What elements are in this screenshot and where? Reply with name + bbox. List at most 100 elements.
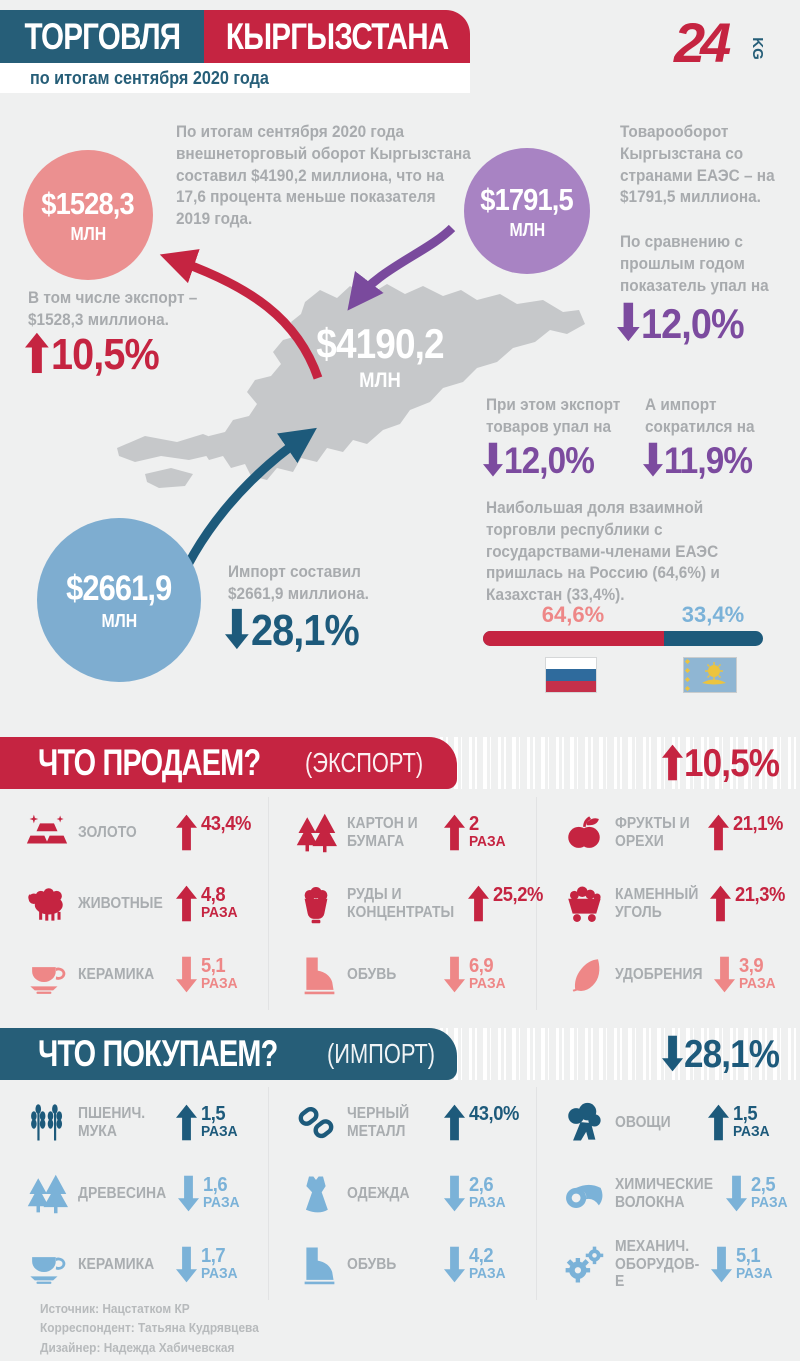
leaf-icon <box>563 954 615 996</box>
export-section-title: ЧТО ПРОДАЕМ? <box>38 742 261 783</box>
page-title-left: ТОРГОВЛЯ <box>24 15 181 57</box>
intro-paragraph: По итогам сентября 2020 года внешнеторго… <box>176 123 471 229</box>
credit-designer: Дизайнер: Надежда Хабичевская <box>40 1340 235 1355</box>
trade-item-label: ХИМИЧЕСКИЕ ВОЛОКНА <box>615 1175 714 1211</box>
brand-logo-24kg: 24 KG <box>674 14 770 78</box>
trend-arrow-icon <box>178 1175 199 1212</box>
import-note: Импорт составил $2661,9 миллиона. <box>228 563 369 603</box>
trend-arrow-icon <box>444 1104 465 1141</box>
import-section-subtitle: (ИМПОРТ) <box>327 1038 436 1069</box>
trade-item-ferrous-metal: ЧЕРНЫЙ МЕТАЛЛ 43,0% <box>268 1087 536 1158</box>
trade-item-label: ОБУВЬ <box>347 1255 397 1273</box>
trade-item-label: ФРУКТЫ И ОРЕХИ <box>615 814 690 850</box>
trade-item-label: ЗОЛОТО <box>78 823 137 841</box>
credit-source: Источник: Нацстатком КР <box>40 1302 190 1316</box>
page-title-right: КЫРГЫЗСТАНА <box>225 15 449 57</box>
trend-arrow-icon <box>176 956 197 993</box>
trade-item-change: 1,5 РАЗА <box>176 1104 260 1141</box>
teacup-icon <box>26 954 78 996</box>
apple-icon <box>563 812 615 854</box>
dress-icon <box>295 1173 347 1215</box>
trade-item-fertilizers: УДОБРЕНИЯ 3,9 РАЗА <box>536 939 800 1010</box>
up-arrow-icon <box>25 332 49 374</box>
page-subtitle: по итогам сентября 2020 года <box>30 67 269 88</box>
trade-item-animals: ЖИВОТНЫЕ 4,8 РАЗА <box>0 868 268 939</box>
eaes-compare-note: По сравнению с прошлым годом показатель … <box>620 233 769 295</box>
trade-item-label: ОБУВЬ <box>347 965 397 983</box>
trade-item-change: 1,5 РАЗА <box>708 1104 792 1141</box>
down-arrow-icon <box>643 442 663 477</box>
trade-item-change: 25,2% <box>468 885 552 922</box>
trend-arrow-icon <box>444 956 465 993</box>
eaes-circle: $1791,5 МЛН <box>464 148 590 274</box>
trend-arrow-icon <box>714 956 735 993</box>
trend-arrow-icon <box>444 1246 465 1283</box>
trade-item-change: 2 РАЗА <box>444 814 528 851</box>
barcode-decoration <box>440 737 800 789</box>
trade-item-label: МЕХАНИЧ. ОБОРУДОВ-Е <box>615 1237 700 1291</box>
export-circle-value: $1528,3 <box>41 185 135 221</box>
total-turnover-value: $4190,2 <box>316 320 444 367</box>
share-note: Наибольшая доля взаимной торговли респуб… <box>486 499 720 605</box>
trade-item-vegetables: ОВОЩИ 1,5 РАЗА <box>536 1087 800 1158</box>
import-items-grid: ПШЕНИЧ. МУКА 1,5 РАЗА ЧЕРНЫЙ МЕТАЛЛ 43,0%… <box>0 1087 800 1300</box>
up-arrow-icon <box>662 744 683 781</box>
export-items-grid: ЗОЛОТО 43,4% КАРТОН И БУМАГА 2 РАЗА ФРУКТ… <box>0 797 800 1010</box>
trade-item-coal: КАМЕННЫЙ УГОЛЬ 21,3% <box>536 868 800 939</box>
trade-item-clothes: ОДЕЖДА 2,6 РАЗА <box>268 1158 536 1229</box>
trade-item-change: 1,6 РАЗА <box>178 1175 262 1212</box>
credit-correspondent: Корреспондент: Татьяна Кудрявцева <box>40 1321 259 1336</box>
teacup-icon <box>26 1244 78 1286</box>
trade-item-machinery: МЕХАНИЧ. ОБОРУДОВ-Е 5,1 РАЗА <box>536 1229 800 1300</box>
header-title-left-block: ТОРГОВЛЯ <box>0 10 204 63</box>
export-change-stat: 10,5% <box>25 330 170 380</box>
barcode-decoration <box>440 1028 800 1080</box>
trade-item-label: КЕРАМИКА <box>78 965 155 983</box>
trade-item-change: 21,3% <box>710 885 794 922</box>
broccoli-icon <box>563 1102 615 1144</box>
eaes-circle-value: $1791,5 <box>480 181 574 217</box>
russia-share-label: 64,6% <box>541 602 605 627</box>
import-section-title: ЧТО ПОКУПАЕМ? <box>38 1033 278 1074</box>
eaes-export-change-stat: 12,0% <box>483 440 604 482</box>
trade-item-label: ЖИВОТНЫЕ <box>78 894 163 912</box>
eaes-note: Товарооборот Кыргызстана со странами ЕАЭ… <box>620 123 775 207</box>
trees-icon <box>295 812 347 854</box>
trade-item-wood: ДРЕВЕСИНА 1,6 РАЗА <box>0 1158 268 1229</box>
trade-item-ceramics: КЕРАМИКА 5,1 РАЗА <box>0 939 268 1010</box>
trade-item-change: 5,1 РАЗА <box>711 1246 795 1283</box>
trade-item-footwear: ОБУВЬ 6,9 РАЗА <box>268 939 536 1010</box>
trend-arrow-icon <box>176 1246 197 1283</box>
trade-item-ores: РУДЫ И КОНЦЕНТРАТЫ 25,2% <box>268 868 543 939</box>
trade-item-label: ОВОЩИ <box>615 1113 671 1131</box>
trend-arrow-icon <box>444 814 465 851</box>
trend-arrow-icon <box>176 814 197 851</box>
eaes-change-stat: 12,0% <box>617 300 755 348</box>
trade-item-wheat-flour: ПШЕНИЧ. МУКА 1,5 РАЗА <box>0 1087 268 1158</box>
import-band-change: 28,1% <box>662 1033 790 1077</box>
trade-item-label: ЧЕРНЫЙ МЕТАЛЛ <box>347 1104 410 1140</box>
import-circle: $2661,9 МЛН <box>37 518 201 682</box>
gears-icon <box>563 1244 615 1286</box>
russia-share-segment <box>483 631 664 646</box>
header-subtitle-strip: по итогам сентября 2020 года <box>0 63 470 93</box>
trend-arrow-icon <box>468 885 489 922</box>
trade-item-label: КЕРАМИКА <box>78 1255 155 1273</box>
import-circle-value: $2661,9 <box>66 568 172 608</box>
trade-item-label: ДРЕВЕСИНА <box>78 1184 167 1202</box>
trade-item-label: ОДЕЖДА <box>347 1184 410 1202</box>
export-circle: $1528,3 МЛН <box>23 150 153 280</box>
import-change-stat: 28,1% <box>225 606 370 656</box>
total-turnover-label: $4190,2 МЛН <box>295 320 465 393</box>
export-band-bar: ЧТО ПРОДАЕМ? (ЭКСПОРТ) <box>0 737 457 789</box>
trade-item-chemical-fibers: ХИМИЧЕСКИЕ ВОЛОКНА 2,5 РАЗА <box>536 1158 800 1229</box>
credits: Источник: Нацстатком КР Корреспондент: Т… <box>40 1300 259 1358</box>
trend-arrow-icon <box>444 1175 465 1212</box>
trees-icon <box>26 1173 78 1215</box>
gold-icon <box>26 812 78 854</box>
trade-item-change: 4,8 РАЗА <box>176 885 260 922</box>
import-circle-unit: МЛН <box>101 610 137 631</box>
trade-item-change: 2,6 РАЗА <box>444 1175 528 1212</box>
trade-item-change: 3,9 РАЗА <box>714 956 798 993</box>
